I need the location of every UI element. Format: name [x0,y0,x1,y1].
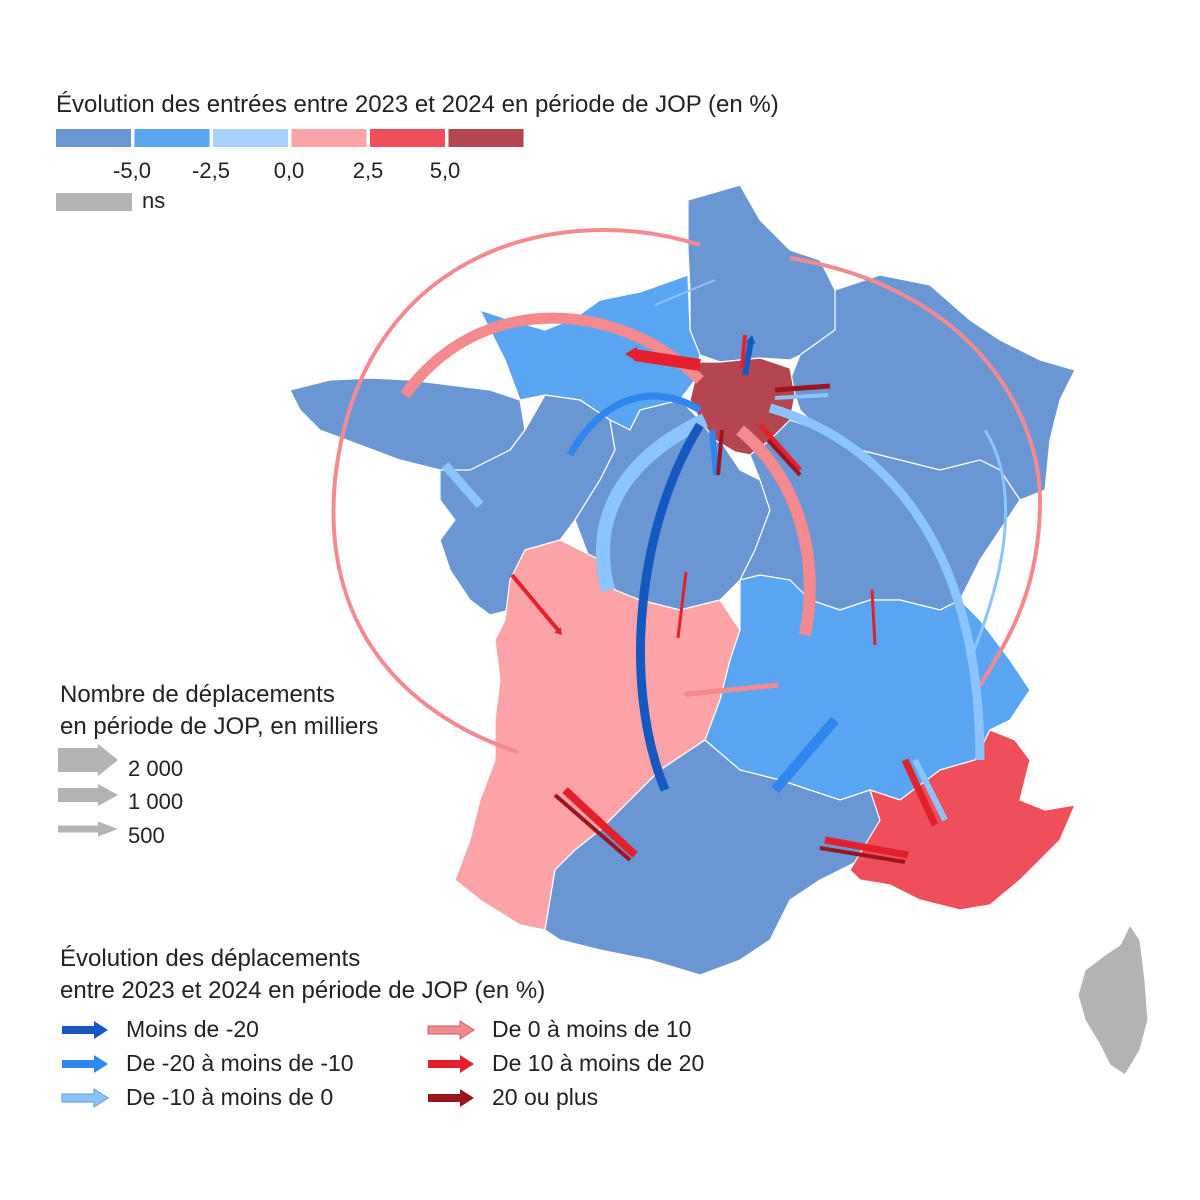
flow-arrow [716,429,724,476]
flow-arrow [766,438,802,477]
choropleth-legend [56,129,524,147]
ns-label: ns [142,188,166,213]
size-legend-arrow [58,821,118,837]
choropleth-tick: 0,0 [273,158,305,183]
arrow-legend-item: De 0 à moins de 10 [426,1016,691,1043]
choropleth-swatch [213,129,288,147]
flow-arrow [771,716,839,794]
flow-arrow [912,758,948,822]
flow-arrow [768,403,985,761]
flow-arrow [562,787,638,858]
flow-arrow [636,422,704,792]
arrow-icon [427,1019,475,1040]
flow-arrow [740,334,747,369]
arrow-icon [61,1087,109,1108]
choropleth-tick: 2,5 [352,158,384,183]
ns-swatch [56,193,132,211]
choropleth-swatch [291,129,367,147]
flow-arrow [789,256,1043,687]
flow-arrow [566,392,702,457]
arrow-legend-label: De 10 à moins de 20 [492,1050,705,1076]
size-legend-title-1: Nombre de déplacements [60,681,335,708]
arrow-icon [428,1088,474,1107]
flow-arrow-head [683,689,690,699]
region-corse [1077,923,1149,1076]
flow-arrow [331,228,701,754]
flow-arrow [968,429,1008,661]
flow-arrow-head [625,346,637,362]
arrow-legend-title-1: Évolution des déplacements [60,945,361,972]
arrow-legend-item: 20 ou plus [426,1084,598,1111]
flow-arrow [510,573,560,632]
arrow-legend-item: De 10 à moins de 20 [426,1050,704,1077]
size-legend-1000: 1 000 [128,789,184,814]
flow-arrow [553,793,632,862]
arrow-icon [62,1020,108,1039]
flow-arrow [774,393,829,400]
region-paca [849,729,1076,911]
flow-arrow [595,413,708,592]
flow-arrow-head [554,626,562,635]
arrow-legend-title-2: entre 2023 et 2024 en période de JOP (en… [60,977,546,1004]
arrow-legend-item: De -20 à moins de -10 [60,1050,354,1077]
size-legend-arrow [58,744,118,776]
arrow-icon [428,1054,474,1073]
arrow-legend-label: 20 ou plus [492,1084,599,1110]
choropleth-swatch [56,129,131,147]
flow-arrow-head [745,335,756,344]
region-occitanie [544,739,881,976]
flow-arrow [400,312,704,399]
size-legend-title-2: en période de JOP, en milliers [60,713,379,740]
flow-arrow [774,383,831,393]
size-legend-500: 500 [128,823,165,848]
choropleth-tick: -5,0 [113,158,151,183]
arrow-legend-item: Moins de -20 [60,1016,259,1043]
choropleth-swatch [448,129,524,147]
flow-arrow [758,423,802,472]
flow-arrow [441,462,484,508]
size-legend-2000: 2 000 [128,756,184,781]
flow-arrow [654,279,716,306]
region-hauts-de-france [687,184,841,363]
flow-arrow [742,339,754,376]
flow-arrow [824,836,909,859]
flow-arrow [709,429,719,476]
choropleth-tick: -2,5 [192,158,230,183]
flow-arrow [870,589,877,646]
choropleth-legend-title: Évolution des entrées entre 2023 et 2024… [56,91,779,118]
choropleth-swatch [370,129,445,147]
arrow-legend-item: De -10 à moins de 0 [60,1084,333,1111]
flow-arrow [687,682,779,697]
arrow-legend-label: De -20 à moins de -10 [126,1050,354,1076]
choropleth-tick: 5,0 [429,158,461,183]
flow-arrow [819,846,906,864]
arrow-legend-label: De -10 à moins de 0 [126,1084,334,1110]
flow-arrow [676,571,688,639]
flow-arrow [901,758,939,827]
flow-arrow [634,349,701,371]
flow-arrow [736,425,816,637]
arrow-legend-label: De 0 à moins de 10 [492,1016,692,1042]
choropleth-swatch [134,129,210,147]
size-legend-arrow [58,784,118,806]
arrow-legend-label: Moins de -20 [126,1016,259,1042]
arrow-icon [62,1054,108,1073]
